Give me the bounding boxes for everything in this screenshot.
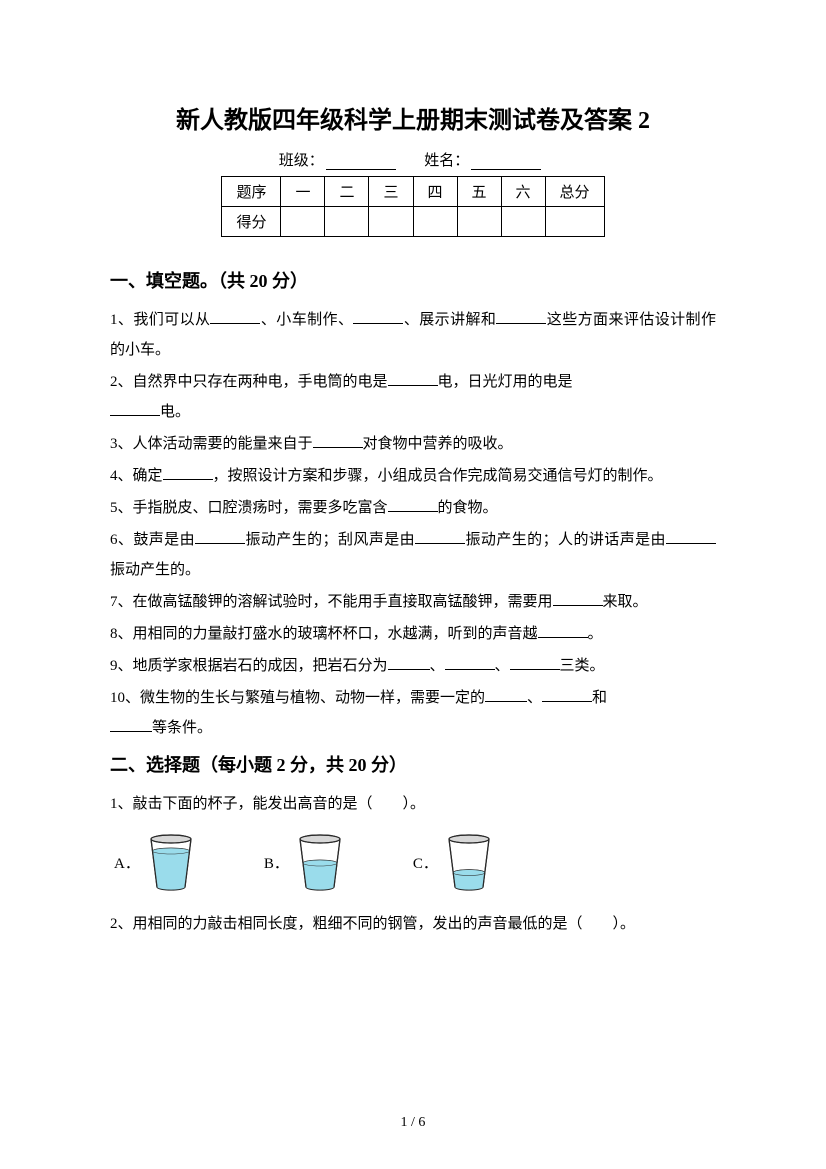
fill-blank[interactable] <box>388 372 438 386</box>
score-cell[interactable] <box>281 207 325 237</box>
fill-blank[interactable] <box>388 498 438 512</box>
col-header: 四 <box>413 177 457 207</box>
name-blank[interactable] <box>471 156 541 170</box>
q-text: 6、鼓声是由 <box>110 532 195 548</box>
options-row: A． B． C． <box>110 833 716 891</box>
q-text: 、 <box>495 658 510 674</box>
col-header: 六 <box>501 177 545 207</box>
q-text: 3、人体活动需要的能量来自于 <box>110 436 313 452</box>
q-text: 电。 <box>160 404 190 420</box>
fill-blank[interactable] <box>485 688 527 702</box>
q-text: 振动产生的；人的讲话声是由 <box>465 532 666 548</box>
question-5: 5、手指脱皮、口腔溃疡时，需要多吃富含 的食物。 <box>110 493 716 523</box>
page-footer: 1 / 6 <box>0 1115 826 1131</box>
class-name-row: 班级： 姓名： <box>110 149 716 170</box>
q-text: 和 <box>592 690 607 706</box>
fill-blank[interactable] <box>210 310 260 324</box>
question-2: 2、自然界中只存在两种电，手电筒的电是 电，日光灯用的电是电。 <box>110 367 716 427</box>
option-label: B． <box>264 852 289 873</box>
score-cell[interactable] <box>501 207 545 237</box>
cup-icon <box>297 833 343 891</box>
score-cell[interactable] <box>457 207 501 237</box>
option-b: B． <box>264 833 343 891</box>
class-blank[interactable] <box>326 156 396 170</box>
fill-blank[interactable] <box>313 434 363 448</box>
question-7: 7、在做高锰酸钾的溶解试验时，不能用手直接取高锰酸钾，需要用 来取。 <box>110 587 716 617</box>
fill-blank[interactable] <box>666 530 716 544</box>
q-text: 等条件。 <box>152 720 212 736</box>
score-table: 题序 一 二 三 四 五 六 总分 得分 <box>221 176 604 237</box>
fill-blank[interactable] <box>110 402 160 416</box>
col-header: 二 <box>325 177 369 207</box>
q-text: 1、我们可以从 <box>110 312 210 328</box>
question-10: 10、微生物的生长与繁殖与植物、动物一样，需要一定的 、 和等条件。 <box>110 683 716 743</box>
q-text: 9、地质学家根据岩石的成因，把岩石分为 <box>110 658 388 674</box>
class-label: 班级： <box>279 153 324 169</box>
question-1: 1、我们可以从、小车制作、、展示讲解和这些方面来评估设计制作的小车。 <box>110 305 716 365</box>
q-text: 振动产生的；刮风声是由 <box>245 532 415 548</box>
col-header: 五 <box>457 177 501 207</box>
table-row: 题序 一 二 三 四 五 六 总分 <box>222 177 604 207</box>
fill-blank[interactable] <box>353 310 403 324</box>
q-text: 2、自然界中只存在两种电，手电筒的电是 <box>110 374 388 390</box>
question-6: 6、鼓声是由 振动产生的；刮风声是由 振动产生的；人的讲话声是由振动产生的。 <box>110 525 716 585</box>
q-text: 5、手指脱皮、口腔溃疡时，需要多吃富含 <box>110 500 388 516</box>
q-text: 。 <box>588 626 603 642</box>
fill-blank[interactable] <box>163 466 213 480</box>
name-label: 姓名： <box>424 153 469 169</box>
score-cell[interactable] <box>545 207 604 237</box>
page-title: 新人教版四年级科学上册期末测试卷及答案 2 <box>110 100 716 135</box>
section-2-heading: 二、选择题（每小题 2 分，共 20 分） <box>110 751 716 777</box>
fill-blank[interactable] <box>415 530 465 544</box>
fill-blank[interactable] <box>510 656 560 670</box>
question-8: 8、用相同的力量敲打盛水的玻璃杯杯口，水越满，听到的声音越 。 <box>110 619 716 649</box>
section-1-heading: 一、填空题。（共 20 分） <box>110 267 716 293</box>
score-cell[interactable] <box>369 207 413 237</box>
q-text: 、 <box>430 658 445 674</box>
cup-icon <box>148 833 194 891</box>
q-text: 、展示讲解和 <box>403 312 496 328</box>
score-cell[interactable] <box>413 207 457 237</box>
option-label: A． <box>114 852 140 873</box>
q-text: 、 <box>527 690 542 706</box>
row-label: 题序 <box>222 177 281 207</box>
fill-blank[interactable] <box>542 688 592 702</box>
table-row: 得分 <box>222 207 604 237</box>
fill-blank[interactable] <box>553 592 603 606</box>
question-9: 9、地质学家根据岩石的成因，把岩石分为 、 、 三类。 <box>110 651 716 681</box>
col-header: 一 <box>281 177 325 207</box>
q-text: 4、确定 <box>110 468 163 484</box>
fill-blank[interactable] <box>445 656 495 670</box>
q-text: 7、在做高锰酸钾的溶解试验时，不能用手直接取高锰酸钾，需要用 <box>110 594 553 610</box>
q-text: 三类。 <box>560 658 605 674</box>
question-4: 4、确定 ，按照设计方案和步骤，小组成员合作完成简易交通信号灯的制作。 <box>110 461 716 491</box>
q-text: ，按照设计方案和步骤，小组成员合作完成简易交通信号灯的制作。 <box>213 468 663 484</box>
cup-icon <box>446 833 492 891</box>
q-text: 8、用相同的力量敲打盛水的玻璃杯杯口，水越满，听到的声音越 <box>110 626 538 642</box>
fill-blank[interactable] <box>538 624 588 638</box>
s2-question-1: 1、敲击下面的杯子，能发出高音的是（ ）。 <box>110 789 716 819</box>
fill-blank[interactable] <box>195 530 245 544</box>
q-text: 来取。 <box>603 594 648 610</box>
option-c: C． <box>413 833 492 891</box>
q-text: 的食物。 <box>438 500 498 516</box>
score-cell[interactable] <box>325 207 369 237</box>
question-3: 3、人体活动需要的能量来自于 对食物中营养的吸收。 <box>110 429 716 459</box>
q-text: 10、微生物的生长与繁殖与植物、动物一样，需要一定的 <box>110 690 485 706</box>
q-text: 、小车制作、 <box>260 312 353 328</box>
s2-question-2: 2、用相同的力敲击相同长度，粗细不同的钢管，发出的声音最低的是（ ）。 <box>110 909 716 939</box>
q-text: 电，日光灯用的电是 <box>438 374 573 390</box>
fill-blank[interactable] <box>496 310 546 324</box>
fill-blank[interactable] <box>110 718 152 732</box>
option-a: A． <box>114 833 194 891</box>
row-label: 得分 <box>222 207 281 237</box>
q-text: 对食物中营养的吸收。 <box>363 436 513 452</box>
col-header: 三 <box>369 177 413 207</box>
fill-blank[interactable] <box>388 656 430 670</box>
option-label: C． <box>413 852 438 873</box>
col-header: 总分 <box>545 177 604 207</box>
q-text: 振动产生的。 <box>110 562 200 578</box>
